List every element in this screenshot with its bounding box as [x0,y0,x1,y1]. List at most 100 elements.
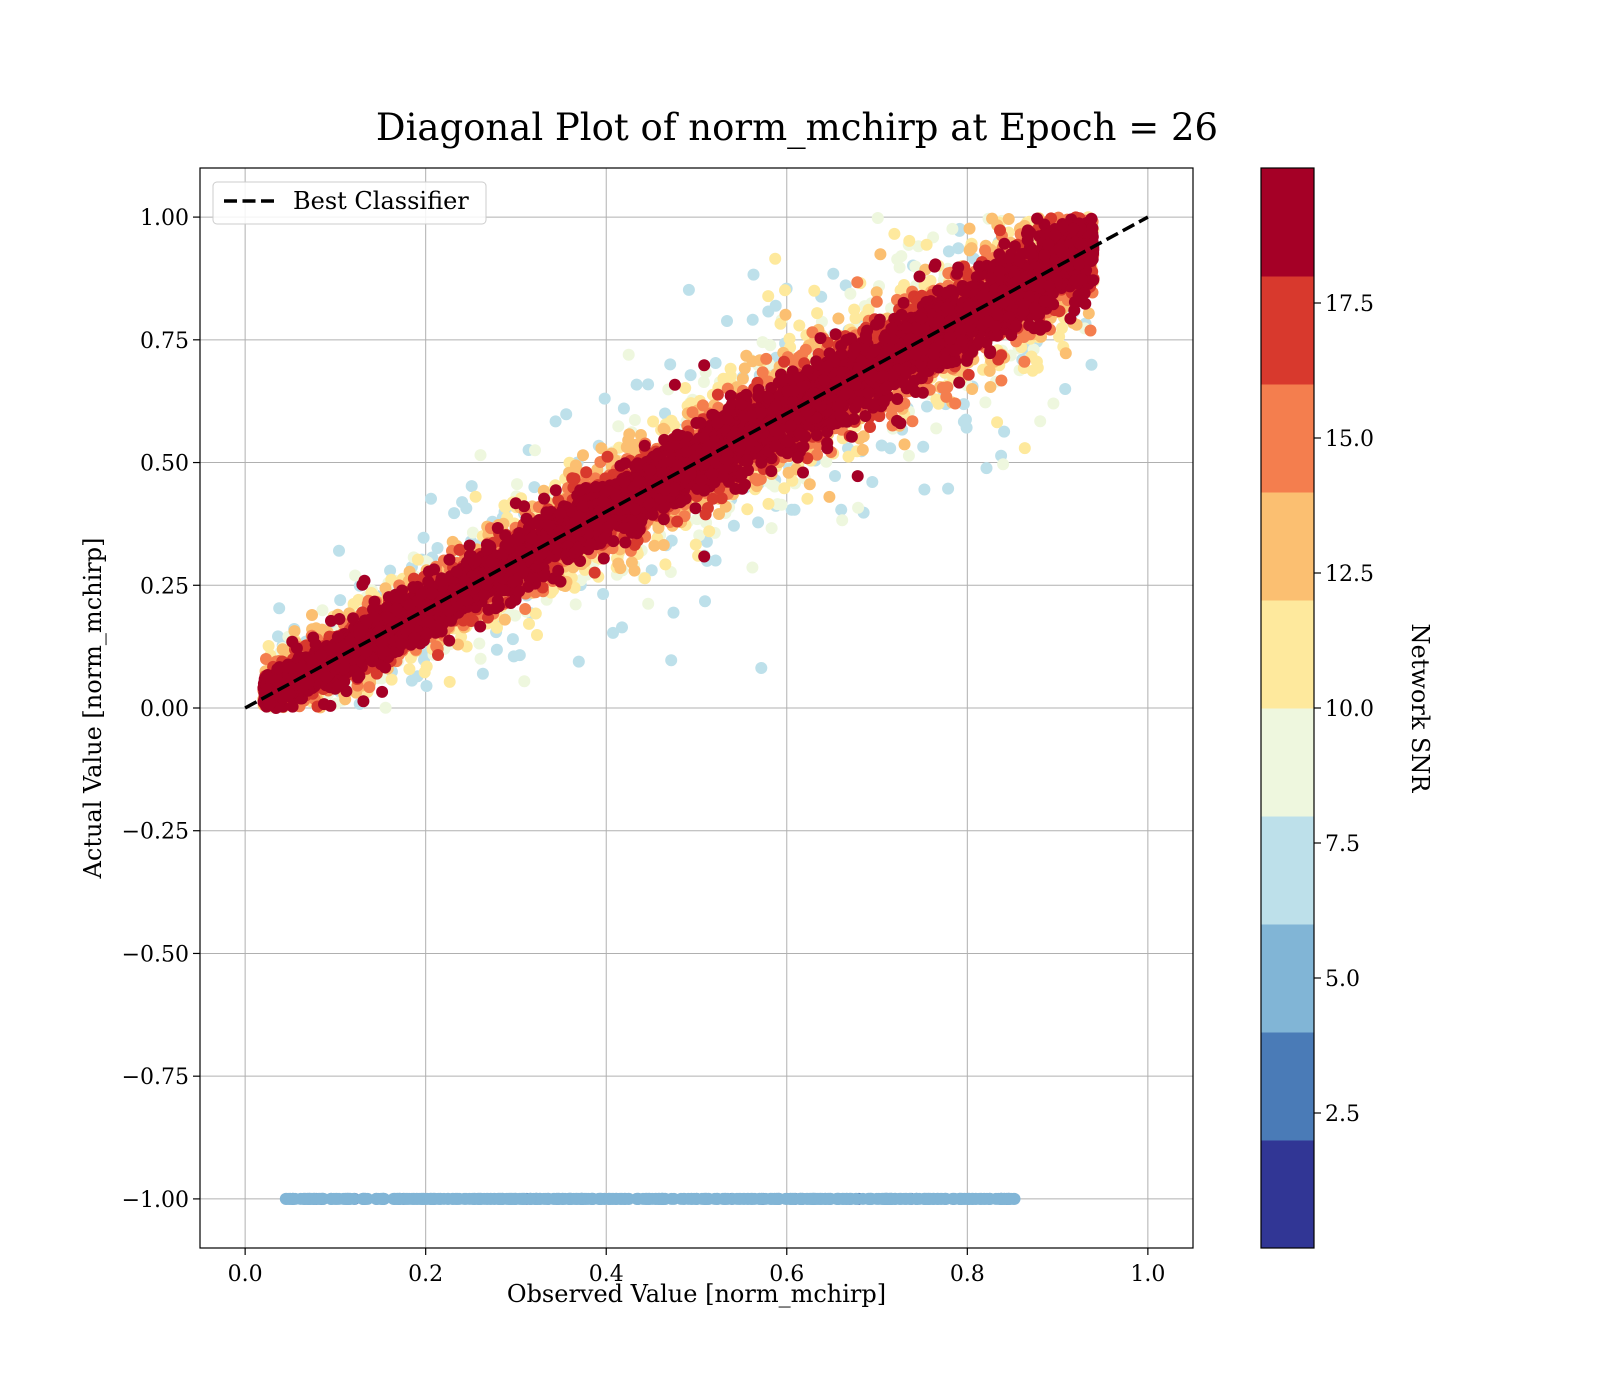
scatter-point [884,442,897,455]
scatter-point [760,352,773,365]
scatter-point [893,261,906,274]
scatter-point [762,497,775,510]
scatter-point [648,539,661,552]
scatter-point [821,1192,834,1205]
scatter-point [870,295,883,308]
scatter-point [794,1192,807,1205]
scatter-point [998,425,1011,438]
scatter-point [642,597,655,610]
scatter-point [612,420,625,433]
scatter-point [529,444,541,457]
scatter-point [273,602,286,615]
scatter-point [746,1192,759,1205]
scatter-point [965,242,978,255]
scatter-point [946,222,959,235]
scatter-point [410,1192,423,1205]
scatter-point [832,1192,844,1205]
scatter-point [991,416,1004,429]
scatter-point [298,1192,311,1205]
scatter-points [257,211,1100,1205]
scatter-point [1018,442,1031,455]
scatter-point [741,503,754,516]
scatter-point [659,558,672,571]
scatter-point [417,531,430,544]
scatter-point [594,1192,607,1205]
scatter-point [835,503,848,516]
scatter-point [689,538,702,551]
scatter-point [779,1192,792,1205]
scatter-point [657,422,670,435]
scatter-point [511,478,523,491]
scatter-point [827,267,840,280]
scatter-point [811,307,824,320]
scatter-point [438,1192,450,1205]
scatter-point [917,440,930,453]
scatter-point [866,476,879,488]
scatter-point [359,1192,372,1205]
scatter-point [327,1192,340,1205]
chart-title: Diagonal Plot of norm_mchirp at Epoch = … [376,106,1218,150]
scatter-point [667,606,680,619]
scatter-point [733,1192,746,1205]
scatter-point [623,1192,635,1205]
scatter-point [585,1192,598,1205]
scatter-point [424,1192,437,1205]
scatter-point [675,1192,687,1205]
scatter-point [529,607,542,620]
scatter-point [480,1192,493,1205]
scatter-point [420,680,433,692]
scatter-point [876,1192,889,1205]
scatter-point [849,312,862,325]
scatter-point [921,400,933,413]
scatter-point [638,572,651,585]
scatter-point [909,260,922,273]
scatter-point [316,604,329,617]
scatter-point [476,667,489,680]
scatter-point [844,287,857,300]
scatter-point [518,675,531,688]
scatter-point [851,276,864,289]
scatter-point [709,554,722,567]
scatter-point [970,1192,982,1205]
scatter-point [1030,355,1043,368]
scatter-point [920,238,933,251]
scatter-point [384,564,397,577]
scatter-point [411,553,424,566]
scatter-point [895,250,908,263]
scatter-point [664,358,677,371]
scatter-point [642,378,655,391]
scatter-point [490,643,503,656]
scatter-point [871,212,884,224]
scatter-point [699,595,711,608]
scatter-point [341,1192,354,1205]
scatter-point [466,526,479,539]
scatter-point [1047,397,1060,410]
scatter-point [531,629,543,641]
scatter-point [930,422,943,435]
scatter-point [570,1192,583,1205]
scatter-point [765,522,778,535]
scatter-point [446,1192,459,1205]
scatter-point [940,1192,953,1205]
scatter-point [779,308,792,321]
scatter-point [779,284,791,297]
scatter-point [569,598,582,611]
scatter-point [334,594,347,607]
scatter-point [598,392,611,405]
scatter-point [747,268,760,281]
scatter-point [746,561,759,574]
scatter-point [756,1192,768,1205]
scatter-point [778,482,791,495]
scatter-point [995,374,1008,387]
scatter-point [443,675,456,688]
scatter-point [628,414,641,426]
scatter-point [801,492,814,505]
scatter-point [829,470,841,482]
scatter-point [385,673,398,686]
scatter-point [769,252,782,265]
scatter-point [703,525,716,538]
scatter-point [979,396,992,409]
scatter-point [288,625,301,638]
scatter-point [333,544,345,557]
